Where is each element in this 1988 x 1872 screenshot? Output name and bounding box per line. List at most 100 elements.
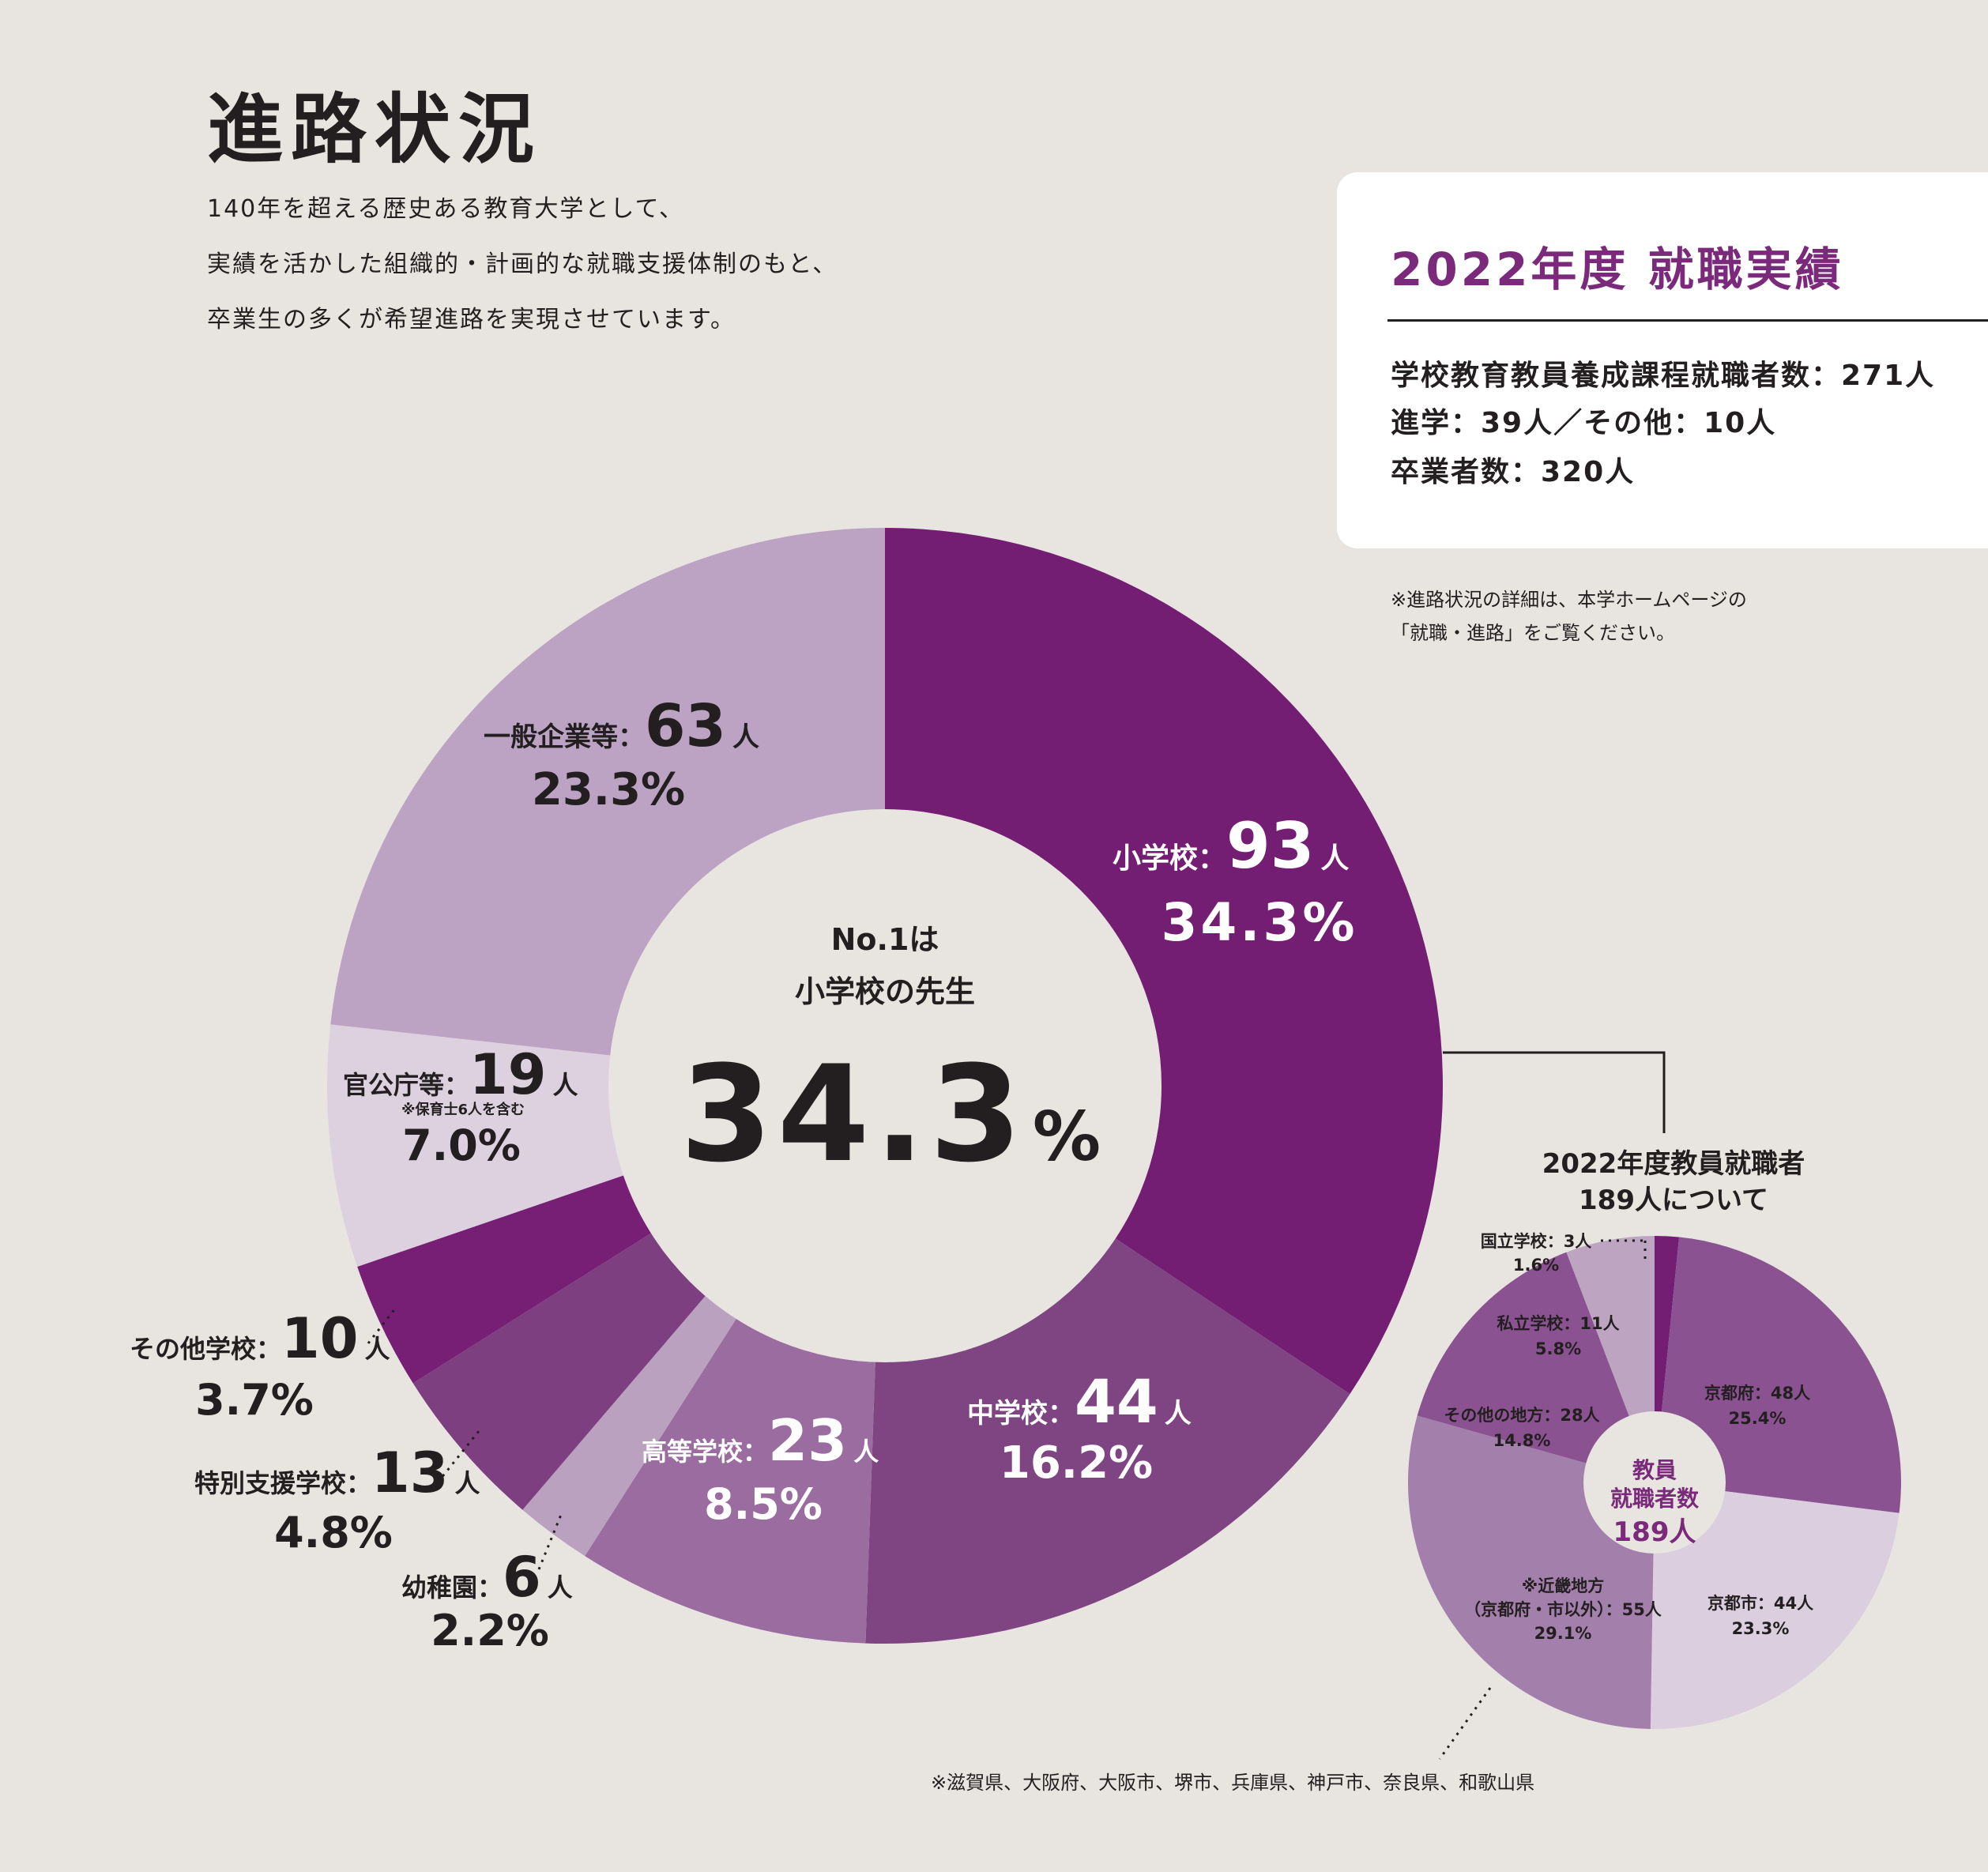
donut-center: No.1は 小学校の先生 34.3 % <box>680 922 1101 1192</box>
label-unit: 人 <box>1320 842 1349 875</box>
label-colon: ： <box>1757 1594 1774 1613</box>
label-other-region: その他の地方：28人 14.8% <box>1444 1406 1599 1450</box>
label-name: 一般企業等 <box>484 721 618 753</box>
label-percent: 16.2% <box>1000 1437 1153 1489</box>
label-count: 10 <box>281 1306 358 1371</box>
label-unit: 人 <box>853 1437 879 1467</box>
svg-text:一般企業等：63人: 一般企業等：63 人 <box>484 692 759 760</box>
intro-line: 140年を超える歴史ある教育大学として、 <box>207 195 684 223</box>
label-name: 幼稚園 <box>401 1573 477 1603</box>
label-name: 官公庁等 <box>343 1070 444 1100</box>
teacher-slice-4 <box>1417 1252 1655 1482</box>
svg-text:特別支援学校：13人: 特別支援学校：13 人 <box>194 1441 480 1505</box>
label-name: その他の地方 <box>1444 1406 1543 1425</box>
label-other-schools: その他学校：10 人 3.7% <box>130 1306 390 1425</box>
intro-line: 実績を活かした組織的・計画的な就職支援体制のもと、 <box>207 250 838 278</box>
label-unit: 人 <box>364 1334 390 1364</box>
label-colon: ： <box>1048 1398 1075 1429</box>
label-national: 国立学校：3人 1.6% <box>1481 1232 1592 1275</box>
summary-title: 2022年度 就職実績 <box>1391 243 1844 296</box>
label-count: 19 <box>469 1042 546 1107</box>
label-percent: 34.3% <box>1162 892 1358 953</box>
page-title: 進路状況 <box>207 85 542 174</box>
svg-text:（京都府・市以外）：55人: （京都府・市以外）：55人 <box>1464 1600 1662 1619</box>
label-kinki: ※近畿地方 （京都府・市以外）：55人 29.1% <box>1464 1576 1662 1643</box>
label-name: 京都府 <box>1704 1384 1754 1403</box>
center-line2: 小学校の先生 <box>795 974 975 1009</box>
label-percent: 7.0% <box>402 1121 521 1170</box>
detail-note-line: ※進路状況の詳細は、本学ホームページの <box>1391 589 1747 611</box>
label-colon: ： <box>256 1334 281 1364</box>
label-private: 私立学校：11人 5.8% <box>1497 1314 1619 1358</box>
small-center-line3: 189人 <box>1613 1516 1696 1548</box>
summary-divider <box>1387 319 1988 322</box>
label-kindergarten: 幼稚園：6 人 2.2% <box>401 1545 573 1655</box>
label-elementary: 小学校：93 人 34.3% <box>1113 809 1358 953</box>
svg-text:中学校：44人: 中学校：44 人 <box>967 1366 1192 1437</box>
label-name: ※近畿地方 <box>1522 1576 1604 1595</box>
intro-text: 140年を超える歴史ある教育大学として、 実績を活かした組織的・計画的な就職支援… <box>207 182 838 348</box>
label-colon: ： <box>1547 1232 1564 1251</box>
label-unit: 人 <box>552 1070 578 1100</box>
label-name: 特別支援学校 <box>194 1468 346 1498</box>
label-colon: ： <box>1198 842 1226 875</box>
label-colon: ： <box>1543 1406 1560 1425</box>
label-percent: 5.8% <box>1535 1339 1581 1358</box>
label-percent: 1.6% <box>1513 1256 1559 1275</box>
label-colon: ： <box>444 1070 469 1100</box>
label-percent: 29.1% <box>1534 1624 1592 1643</box>
label-name: 国立学校 <box>1481 1232 1548 1251</box>
callout-line1: 2022年度教員就職者 <box>1542 1148 1805 1180</box>
kinki-footnote: ※滋賀県、大阪府、大阪市、堺市、兵庫県、神戸市、奈良県、和歌山県 <box>931 1772 1535 1794</box>
label-kyoto-pref: 京都府：48人 25.4% <box>1704 1384 1810 1428</box>
label-count: 11人 <box>1579 1314 1619 1333</box>
label-unit: 人 <box>454 1468 480 1498</box>
svg-text:京都府：48人: 京都府：48人 <box>1704 1384 1810 1403</box>
small-center-line2: 就職者数 <box>1610 1486 1700 1512</box>
label-percent: 23.3% <box>532 764 685 815</box>
teacher-donut <box>1408 1236 1901 1729</box>
label-special-support: 特別支援学校：13 人 4.8% <box>194 1441 480 1557</box>
teacher-slice-1 <box>1655 1237 1901 1513</box>
label-name: 小学校 <box>1113 842 1198 875</box>
svg-text:官公庁等：19人: 官公庁等：19 人 <box>343 1042 578 1107</box>
label-count: 48人 <box>1771 1384 1810 1403</box>
center-percent-sign: % <box>1033 1098 1101 1177</box>
label-count: 44人 <box>1774 1594 1813 1613</box>
teacher-donut-center: 教員 就職者数 189人 <box>1610 1457 1700 1548</box>
label-unit: 人 <box>732 721 759 753</box>
callout-line2: 189人について <box>1579 1185 1768 1216</box>
detail-note-line: 「就職・進路」をご覧ください。 <box>1391 622 1675 644</box>
label-percent: 2.2% <box>431 1606 549 1655</box>
main-donut-hole <box>608 809 1162 1362</box>
summary-line: 卒業者数：320人 <box>1391 456 1636 488</box>
svg-text:その他の地方：28人: その他の地方：28人 <box>1444 1406 1599 1425</box>
label-percent: 4.8% <box>274 1508 393 1557</box>
label-sub: （京都府・市以外） <box>1464 1600 1606 1619</box>
callout-connector <box>1443 1051 1666 1133</box>
label-count: 93 <box>1226 809 1314 883</box>
teacher-slice-2 <box>1650 1482 1900 1729</box>
label-count: 63 <box>645 692 726 760</box>
summary-line: 進学：39人／その他：10人 <box>1391 407 1777 439</box>
svg-text:京都市：44人: 京都市：44人 <box>1707 1594 1813 1613</box>
summary-line: 学校教育教員養成課程就職者数：271人 <box>1391 360 1936 392</box>
label-name: その他学校 <box>130 1334 256 1364</box>
label-kyoto-city: 京都市：44人 23.3% <box>1707 1594 1813 1638</box>
label-note: ※保育士6人を含む <box>401 1101 525 1118</box>
teacher-donut-hole <box>1583 1411 1726 1554</box>
svg-text:高等学校：23人: 高等学校：23 人 <box>642 1407 879 1474</box>
label-public-office: 官公庁等：19 人 ※保育士6人を含む 7.0% <box>343 1042 578 1170</box>
label-count: 23 <box>768 1407 847 1474</box>
svg-text:国立学校：3人: 国立学校：3人 <box>1481 1232 1592 1251</box>
leader-kinki-note <box>1438 1687 1492 1760</box>
label-colon: ： <box>1606 1600 1622 1619</box>
label-count: 13 <box>371 1441 448 1505</box>
detail-note: ※進路状況の詳細は、本学ホームページの 「就職・進路」をご覧ください。 <box>1391 583 1747 650</box>
label-colon: ： <box>346 1468 371 1498</box>
label-colon: ： <box>743 1437 768 1467</box>
summary-card: 2022年度 就職実績 学校教育教員養成課程就職者数：271人 進学：39人／そ… <box>1337 172 1988 548</box>
label-percent: 8.5% <box>704 1479 823 1529</box>
label-name: 私立学校 <box>1497 1314 1564 1333</box>
